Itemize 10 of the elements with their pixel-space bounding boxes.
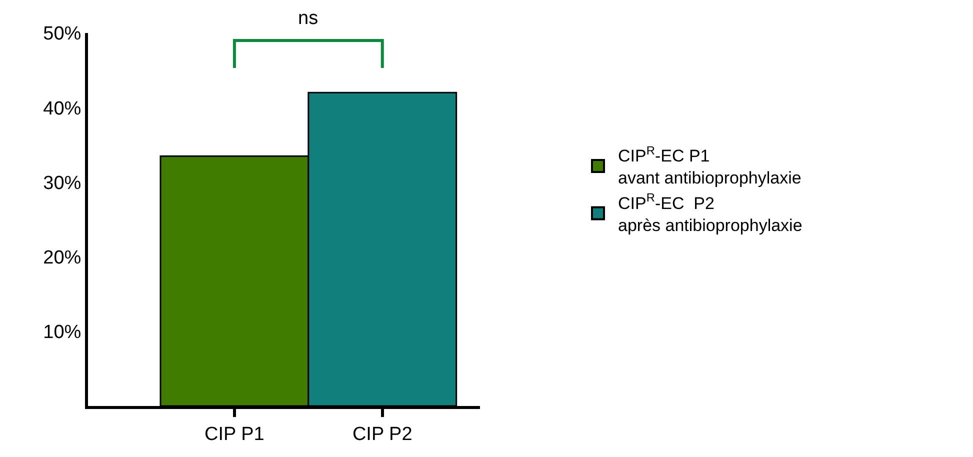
y-tick-label: 10% [43, 322, 82, 344]
y-tick-label: 40% [43, 98, 82, 120]
text: ns [298, 8, 318, 29]
x-tick-label: CIP P2 [352, 424, 412, 445]
y-tick-label: 20% [43, 247, 82, 268]
y-tick-label: 50% [43, 24, 82, 45]
x-tick-label: CIP P1 [204, 424, 264, 445]
y-tick-label: 30% [43, 172, 82, 194]
legend-label: CIP$^{R}$-EC P1 avant antibioprophylaxie [618, 143, 802, 188]
legend-label: CIP$^{R}$-EC P2 après antibioprophylaxie [618, 190, 802, 235]
